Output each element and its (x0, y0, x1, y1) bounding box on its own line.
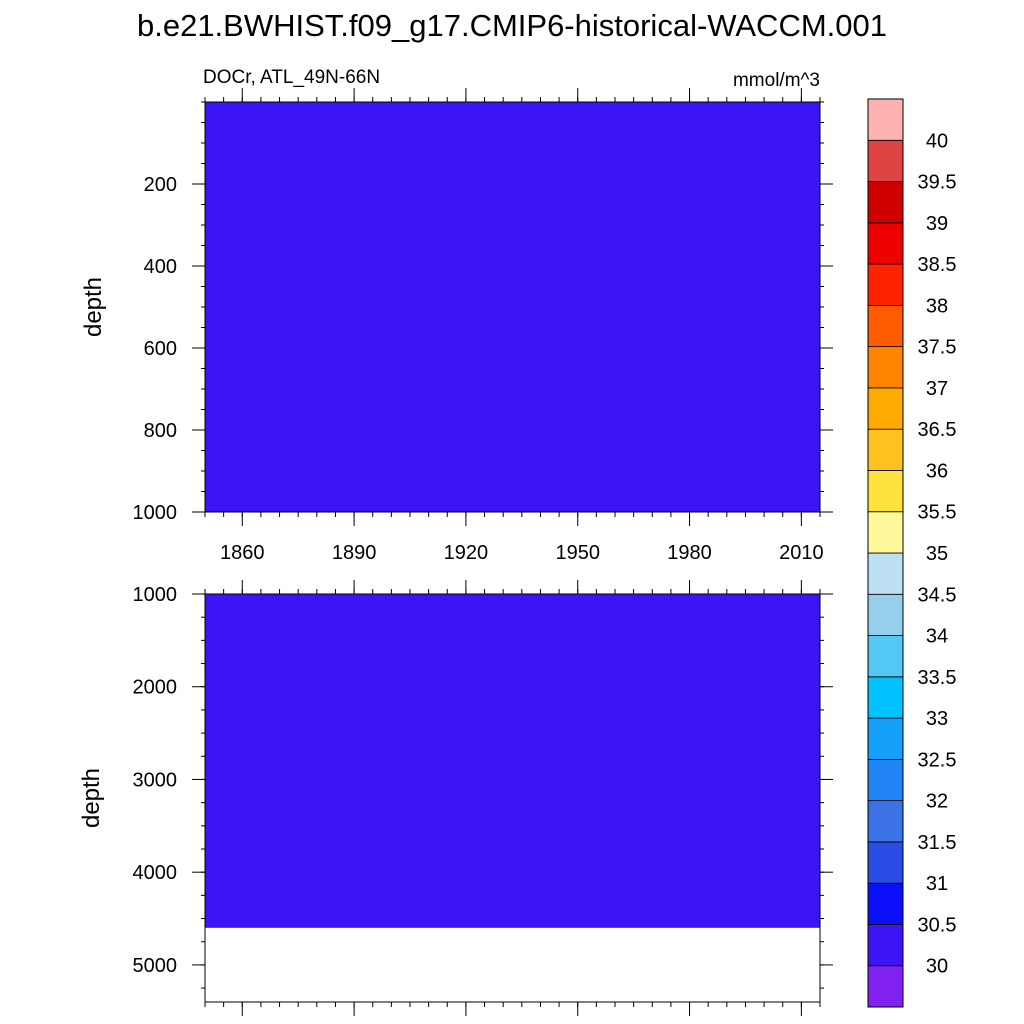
upper-y-tick-label: 800 (144, 420, 177, 442)
colorbar-label: 33 (926, 708, 948, 730)
chart-title: b.e21.BWHIST.f09_g17.CMIP6-historical-WA… (137, 8, 887, 43)
colorbar-label: 32 (926, 791, 948, 813)
lower-y-tick-label: 3000 (133, 769, 178, 791)
colorbar-swatch (867, 800, 904, 843)
colorbar-label: 38 (926, 295, 948, 317)
upper-x-tick-label: 1980 (667, 542, 712, 564)
colorbar-swatch (867, 552, 904, 595)
colorbar-label: 39 (926, 213, 948, 235)
colorbar-label: 38.5 (918, 254, 957, 276)
colorbar-swatch (867, 717, 904, 760)
colorbar-label: 37 (926, 378, 948, 400)
units-label: mmol/m^3 (733, 70, 820, 91)
upper-x-tick-label: 1920 (444, 542, 489, 564)
colorbar-swatch (867, 882, 904, 925)
colorbar-label: 39.5 (918, 172, 957, 194)
upper-y-tick-label: 1000 (133, 502, 178, 524)
colorbar-swatch (867, 387, 904, 430)
upper-x-tick-label: 1860 (220, 542, 265, 564)
upper-y-tick-label: 200 (144, 174, 177, 196)
colorbar-swatch (867, 222, 904, 265)
lower-plot-frame (204, 593, 821, 1003)
lower-y-axis-label: depth (78, 768, 105, 828)
lower-data-fill (205, 594, 820, 928)
colorbar-label: 37.5 (918, 337, 957, 359)
colorbar-swatch (867, 965, 904, 1008)
colorbar-label: 32.5 (918, 749, 957, 771)
colorbar-swatch (867, 98, 904, 141)
colorbar-swatch (867, 676, 904, 719)
colorbar-swatch (867, 304, 904, 348)
lower-panel: 1000 2000 3000 4000 5000 depth (78, 580, 833, 1016)
colorbar: 30 30.5 31 31.5 32 32.5 33 33.5 34 34.5 35 35.5 36 36… (867, 98, 957, 1008)
lower-y-tick-label: 4000 (133, 862, 178, 884)
region-label: DOCr, ATL_49N-66N (203, 67, 380, 88)
colorbar-label: 34 (926, 626, 948, 648)
colorbar-swatch (867, 841, 904, 884)
colorbar-swatch (867, 924, 904, 967)
colorbar-label: 35.5 (918, 502, 957, 524)
colorbar-frame (867, 98, 904, 1008)
colorbar-swatch (867, 263, 904, 306)
colorbar-label: 33.5 (918, 667, 957, 689)
colorbar-swatch (867, 428, 904, 471)
colorbar-label: 36 (926, 460, 948, 482)
upper-x-tick-label: 2010 (779, 542, 824, 564)
colorbar-label: 30 (926, 956, 948, 978)
upper-y-tick-label: 400 (144, 256, 177, 278)
upper-x-tick-label: 1890 (332, 542, 377, 564)
upper-panel: 200 400 600 800 1000 1860 1890 1920 1950 1980 2010… (80, 88, 833, 564)
colorbar-swatch (867, 470, 904, 513)
colorbar-label: 31.5 (918, 832, 957, 854)
colorbar-swatch (867, 181, 904, 224)
colorbar-label: 31 (926, 873, 948, 895)
upper-data-fill (205, 102, 820, 512)
upper-y-tick-label: 600 (144, 338, 177, 360)
colorbar-label: 40 (926, 130, 948, 152)
colorbar-swatch (867, 758, 904, 802)
lower-y-tick-label: 5000 (133, 955, 178, 977)
colorbar-label: 35 (926, 543, 948, 565)
colorbar-swatch (867, 635, 904, 678)
colorbar-swatch (867, 511, 904, 554)
colorbar-swatch (867, 593, 904, 636)
upper-y-axis-label: depth (80, 277, 107, 337)
colorbar-label: 36.5 (918, 419, 957, 441)
colorbar-swatch (867, 346, 904, 389)
lower-y-tick-label: 2000 (133, 677, 178, 699)
colorbar-swatch (867, 139, 904, 182)
colorbar-label: 34.5 (918, 584, 957, 606)
colorbar-label: 30.5 (918, 914, 957, 936)
lower-y-tick-label: 1000 (133, 584, 178, 606)
upper-x-tick-label: 1950 (555, 542, 600, 564)
